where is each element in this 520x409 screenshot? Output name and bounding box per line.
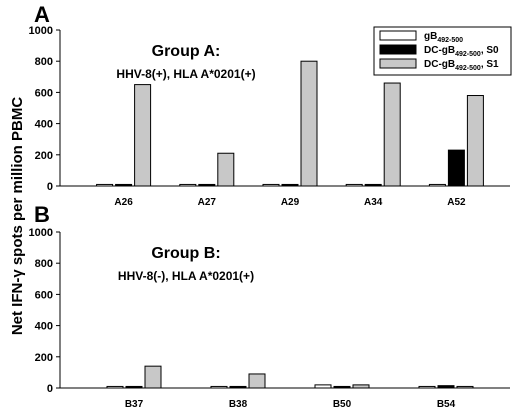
bar-b37-series-1 bbox=[125, 385, 143, 389]
bar-a27-series-1 bbox=[198, 183, 216, 187]
x-category-label: A34 bbox=[364, 197, 383, 208]
legend-label-1: DC-gB492-500, S0 bbox=[424, 45, 499, 58]
x-category-label: A27 bbox=[198, 197, 217, 208]
bar-b37-series-0 bbox=[106, 385, 124, 389]
y-tick-label: 1000 bbox=[29, 25, 53, 37]
x-category-label: A52 bbox=[447, 197, 466, 208]
panel-b-subtitle: HHV-8(-), HLA A*0201(+) bbox=[118, 269, 254, 283]
legend-label-0: gB492-500 bbox=[424, 31, 463, 44]
panel-b-title: Group B: bbox=[151, 245, 220, 262]
bar-a26-series-2 bbox=[134, 84, 152, 187]
bar-a52-series-1 bbox=[447, 149, 465, 187]
bar-a34-series-0 bbox=[345, 183, 363, 187]
bar-b50-series-2 bbox=[352, 384, 370, 389]
legend-swatch-0 bbox=[379, 30, 417, 41]
panel-a-letter: A bbox=[34, 2, 50, 27]
x-category-label: A29 bbox=[281, 197, 300, 208]
bar-a34-series-2 bbox=[383, 82, 401, 187]
legend-swatch-1 bbox=[379, 44, 417, 55]
bar-b54-series-1 bbox=[437, 385, 455, 389]
x-category-label: B37 bbox=[125, 399, 144, 409]
bar-b38-series-0 bbox=[210, 385, 228, 389]
x-category-label: A26 bbox=[114, 197, 133, 208]
legend-label-2: DC-gB492-500, S1 bbox=[424, 59, 499, 72]
bar-b38-series-1 bbox=[229, 385, 247, 389]
panel-b-plot: 0 200 400 600 800 1000 B37 B38 B50 B54 bbox=[29, 227, 510, 409]
bar-b37-series-2 bbox=[144, 365, 162, 389]
panel-a-plot: 0 200 400 600 800 1000 A26 A27 A29 A34 A52 bbox=[29, 25, 510, 208]
y-tick-label: 800 bbox=[35, 258, 53, 270]
bar-b50-series-0 bbox=[314, 384, 332, 389]
bar-a26-series-1 bbox=[115, 183, 133, 187]
bar-a52-series-0 bbox=[428, 183, 446, 187]
y-axis-label: Net IFN-γ spots per million PBMC bbox=[9, 97, 26, 336]
bar-a27-series-0 bbox=[179, 183, 197, 187]
bar-a26-series-0 bbox=[96, 183, 114, 187]
y-tick-label: 400 bbox=[35, 119, 53, 131]
x-category-label: B54 bbox=[437, 399, 456, 409]
y-tick-label: 0 bbox=[47, 383, 53, 395]
panel-a-subtitle: HHV-8(+), HLA A*0201(+) bbox=[116, 67, 255, 81]
x-category-label: B50 bbox=[333, 399, 352, 409]
legend-swatch-2 bbox=[379, 58, 417, 69]
bar-a52-series-2 bbox=[466, 95, 484, 187]
y-tick-label: 800 bbox=[35, 56, 53, 68]
bar-a27-series-2 bbox=[217, 152, 235, 187]
y-tick-label: 400 bbox=[35, 321, 53, 333]
bar-b54-series-2 bbox=[456, 385, 474, 389]
x-category-label: B38 bbox=[229, 399, 248, 409]
bar-a29-series-1 bbox=[281, 183, 299, 187]
y-tick-label: 0 bbox=[47, 181, 53, 193]
panel-b-letter: B bbox=[34, 202, 50, 227]
bar-b38-series-2 bbox=[248, 373, 266, 389]
y-tick-label: 200 bbox=[35, 150, 53, 162]
bar-a34-series-1 bbox=[364, 183, 382, 187]
y-tick-label: 200 bbox=[35, 352, 53, 364]
y-tick-label: 600 bbox=[35, 289, 53, 301]
y-tick-label: 1000 bbox=[29, 227, 53, 239]
y-tick-label: 600 bbox=[35, 87, 53, 99]
bar-a29-series-0 bbox=[262, 183, 280, 187]
bar-a29-series-2 bbox=[300, 60, 318, 187]
bar-b54-series-0 bbox=[418, 385, 436, 389]
bar-b50-series-1 bbox=[333, 385, 351, 389]
panel-a-title: Group A: bbox=[152, 43, 221, 60]
